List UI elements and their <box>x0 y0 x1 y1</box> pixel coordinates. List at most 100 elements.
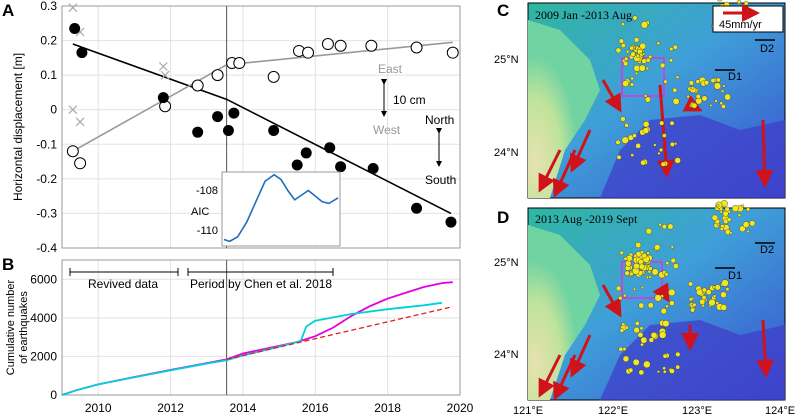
epicenter-dot <box>715 77 721 83</box>
epicenter-dot <box>713 82 722 90</box>
epicenter-dot <box>622 80 630 87</box>
epicenter-dot <box>615 47 622 54</box>
a-point-north <box>228 107 240 119</box>
panel-label-c: C <box>497 1 509 20</box>
map-c-d1: D1 <box>728 71 742 83</box>
epicenter-dot <box>633 326 640 334</box>
map-d-epicenters <box>615 200 756 376</box>
epicenter-dot <box>640 342 644 347</box>
a-ylabel: Horizontal displacement [m] <box>11 53 25 201</box>
epicenter-dot <box>634 71 639 76</box>
epicenter-dot <box>662 353 668 359</box>
a-annot-east: East <box>378 62 403 76</box>
epicenter-dot <box>714 284 721 291</box>
epicenter-dot <box>620 116 626 122</box>
epicenter-dot <box>660 307 667 315</box>
epicenter-dot <box>618 295 623 301</box>
a-ytick-label: 0 <box>50 103 57 117</box>
epicenter-dot <box>688 80 694 86</box>
epicenter-dot <box>688 281 694 287</box>
a-point-east <box>321 38 334 51</box>
epicenter-dot <box>645 275 650 279</box>
a-point-removed <box>68 3 78 13</box>
a-point-east <box>446 46 459 59</box>
epicenter-dot <box>669 368 675 374</box>
epicenter-dot <box>709 103 713 107</box>
epicenter-dot <box>622 355 630 363</box>
epicenter-dot <box>638 64 646 72</box>
b-xtick-label: 2020 <box>447 401 474 415</box>
a-inset-ytick: -108 <box>196 185 218 197</box>
epicenter-dot <box>669 141 675 147</box>
epicenter-dot <box>661 224 667 230</box>
a-fit-line <box>72 43 452 215</box>
epicenter-dot <box>672 263 679 269</box>
epicenter-dot <box>690 86 695 90</box>
epicenter-dot <box>644 96 651 103</box>
epicenter-dot <box>665 261 670 266</box>
epicenter-dot <box>711 214 718 221</box>
a-ytick-label: -0.4 <box>36 241 57 255</box>
a-annot-west: West <box>373 123 401 137</box>
epicenter-dot <box>662 320 670 327</box>
epicenter-dot <box>695 79 701 84</box>
epicenter-dot <box>634 321 640 326</box>
map-d-land <box>528 225 600 400</box>
epicenter-dot <box>699 298 706 305</box>
epicenter-dot <box>675 364 681 370</box>
epicenter-dot <box>745 207 751 212</box>
epicenter-dot <box>725 287 730 292</box>
a-ytick-label: 0.1 <box>40 68 57 82</box>
a-ytick-label: -0.1 <box>36 137 57 151</box>
epicenter-dot <box>642 52 646 56</box>
a-point-north <box>324 142 336 154</box>
epicenter-dot <box>640 159 646 166</box>
epicenter-dot <box>633 254 638 258</box>
map-c-title: 2009 Jan -2013 Aug <box>535 8 632 22</box>
a-inset-frame <box>221 171 341 247</box>
map-c-box <box>621 57 665 97</box>
epicenter-dot <box>656 41 661 46</box>
a-inset-ylabel: AIC <box>191 206 209 218</box>
b-xtick-label: 2010 <box>85 401 112 415</box>
a-point-north <box>268 124 280 136</box>
a-point-north <box>445 216 457 228</box>
a-point-east <box>74 157 87 170</box>
epicenter-dot <box>625 49 630 54</box>
a-point-east <box>66 145 79 158</box>
epicenter-dot <box>686 94 690 99</box>
epicenter-dot <box>658 222 662 227</box>
a-point-east <box>334 39 347 52</box>
epicenter-dot <box>726 217 732 223</box>
epicenter-dot <box>724 206 730 212</box>
a-point-north <box>76 47 88 59</box>
map-d-arrows <box>538 282 775 401</box>
epicenter-dot <box>633 37 640 43</box>
epicenter-dot <box>621 22 625 27</box>
epicenter-dot <box>746 229 750 234</box>
a-point-east <box>211 69 224 82</box>
epicenter-dot <box>645 228 652 235</box>
a-inset-ytick: -110 <box>197 225 218 237</box>
epicenter-dot <box>708 298 716 307</box>
epicenter-dot <box>640 285 645 290</box>
map-d-lon-121: 121°E <box>513 405 543 417</box>
epicenter-dot <box>742 221 750 228</box>
a-inset-aic-line <box>223 173 339 243</box>
a-point-removed <box>75 117 85 127</box>
epicenter-dot <box>692 302 697 307</box>
epicenter-dot <box>696 288 703 296</box>
a-ytick-label: -0.2 <box>36 172 57 186</box>
epicenter-dot <box>672 44 678 50</box>
epicenter-dot <box>664 272 669 277</box>
epicenter-dot <box>701 95 708 102</box>
a-point-north <box>222 124 234 136</box>
epicenter-dot <box>628 367 634 373</box>
a-annot-north: North <box>425 113 454 127</box>
epicenter-dot <box>716 204 720 208</box>
b-xtick-label: 2014 <box>230 401 257 415</box>
epicenter-dot <box>673 142 678 146</box>
epicenter-dot <box>660 161 666 167</box>
b-plot-frame <box>61 259 461 396</box>
